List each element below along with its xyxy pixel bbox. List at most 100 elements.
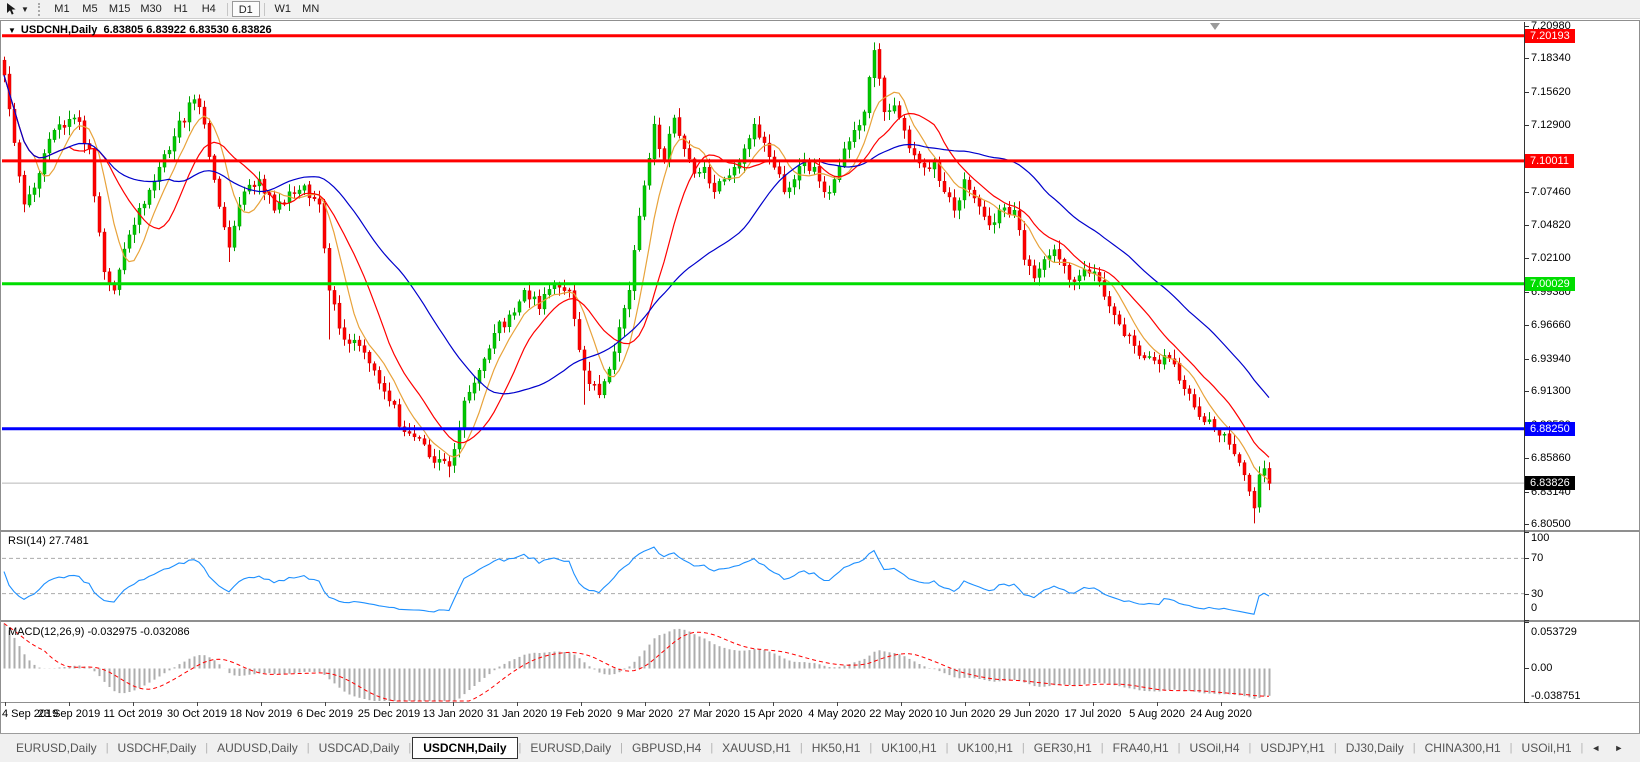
tab-scroll-left-icon[interactable]: ◄ — [1591, 743, 1601, 753]
timeframe-button-w1[interactable]: W1 — [274, 3, 291, 15]
chart-tab-15-dj30-daily[interactable]: DJ30,Daily — [1345, 741, 1404, 755]
tab-scroll-right-icon[interactable]: ► — [1614, 743, 1624, 753]
chart-tab-8-hk50-h1[interactable]: HK50,H1 — [811, 741, 861, 755]
macd-histogram — [3, 623, 1271, 701]
price-tick-label: 7.02100 — [1531, 252, 1571, 264]
price-tick-label: 7.12900 — [1531, 119, 1571, 131]
date-tick — [453, 702, 454, 706]
price-tick — [1524, 524, 1529, 525]
chart-tab-6-gbpusd-h4[interactable]: GBPUSD,H4 — [631, 741, 702, 755]
rsi-plot[interactable] — [2, 532, 1524, 620]
price-tick — [1524, 125, 1529, 126]
tab-separator: | — [1021, 742, 1025, 754]
date-label: 31 Jan 2020 — [486, 708, 548, 720]
toolbar-separator — [263, 2, 265, 16]
price-tick-label: 6.85860 — [1531, 452, 1571, 464]
price-tick-label: 7.07460 — [1531, 186, 1571, 198]
date-tick — [325, 702, 326, 706]
date-tick — [1221, 702, 1222, 706]
date-label: 23 Sep 2019 — [37, 708, 101, 720]
date-tick — [517, 702, 518, 706]
price-tick — [1524, 92, 1529, 93]
date-tick — [389, 702, 390, 706]
chart-ohlc-values: 6.83805 6.83922 6.83530 6.83826 — [103, 24, 272, 36]
chart-shift-marker — [1210, 23, 1220, 30]
chart-tab-7-xauusd-h1[interactable]: XAUUSD,H1 — [722, 741, 791, 755]
chart-tab-1-usdchf-daily[interactable]: USDCHF,Daily — [117, 741, 197, 755]
chart-tab-0-eurusd-daily[interactable]: EURUSD,Daily — [16, 741, 97, 755]
rsi-tick — [1524, 594, 1529, 595]
date-label: 25 Dec 2019 — [357, 708, 421, 720]
chart-menu-icon[interactable]: ▼ — [8, 26, 16, 35]
ma-line-34 — [3, 74, 1270, 398]
rsi-tick — [1524, 532, 1529, 533]
date-tick — [1157, 702, 1158, 706]
chart-tab-17-usoil-h1[interactable]: USOil,H1 — [1521, 741, 1572, 755]
date-label: 18 Nov 2019 — [229, 708, 293, 720]
ma-line-14 — [3, 74, 1270, 458]
date-tick — [965, 702, 966, 706]
date-label: 9 Mar 2020 — [617, 708, 673, 720]
pane-separator-rsi-macd[interactable] — [0, 620, 1640, 622]
macd-tick — [1524, 622, 1529, 623]
tab-separator: | — [945, 742, 949, 754]
date-tick — [581, 702, 582, 706]
chart-window-left-border — [0, 20, 1, 733]
price-tick-label: 6.91300 — [1531, 385, 1571, 397]
chart-tab-9-uk100-h1[interactable]: UK100,H1 — [881, 741, 937, 755]
macd-tick — [1524, 702, 1529, 703]
date-label: 13 Jan 2020 — [422, 708, 484, 720]
chart-tab-2-audusd-daily[interactable]: AUDUSD,Daily — [217, 741, 298, 755]
chart-tab-14-usdjpy-h1[interactable]: USDJPY,H1 — [1260, 741, 1325, 755]
tab-separator: | — [869, 742, 873, 754]
date-label: 29 Jun 2020 — [998, 708, 1060, 720]
timeframe-button-h4[interactable]: H4 — [201, 3, 216, 15]
macd-tick-label: 0.053729 — [1531, 626, 1577, 638]
tab-separator: | — [1177, 742, 1181, 754]
price-tick-label: 6.80500 — [1531, 518, 1571, 530]
chart-window-top-border — [0, 20, 1640, 21]
toolbar-grip — [37, 2, 42, 16]
timeframe-button-m30[interactable]: M30 — [140, 3, 162, 15]
price-tick — [1524, 258, 1529, 259]
date-tick — [645, 702, 646, 706]
timeframe-button-d1[interactable]: D1 — [231, 1, 260, 17]
main-chart-plot[interactable] — [2, 22, 1524, 530]
date-tick — [5, 702, 6, 706]
rsi-tick-label: 0 — [1531, 602, 1538, 614]
date-label: 19 Feb 2020 — [550, 708, 612, 720]
price-tick-label: 6.96660 — [1531, 319, 1571, 331]
rsi-tick-label: 70 — [1531, 552, 1544, 564]
chart-tab-16-china300-h1[interactable]: CHINA300,H1 — [1424, 741, 1501, 755]
price-tick — [1524, 492, 1529, 493]
chart-tab-12-fra40-h1[interactable]: FRA40,H1 — [1112, 741, 1169, 755]
timeframe-button-m15[interactable]: M15 — [108, 3, 131, 15]
rsi-tick — [1524, 558, 1529, 559]
macd-tick-label: 0.00 — [1531, 662, 1553, 674]
chart-tab-5-eurusd-daily[interactable]: EURUSD,Daily — [530, 741, 612, 755]
pane-separator-main-rsi[interactable] — [0, 530, 1640, 532]
price-tick — [1524, 225, 1529, 226]
rsi-label: RSI(14) 27.7481 — [8, 535, 89, 547]
timeframe-button-m1[interactable]: M1 — [54, 3, 70, 15]
chart-tab-11-ger30-h1[interactable]: GER30,H1 — [1033, 741, 1092, 755]
chart-tab-4-usdcnh-daily[interactable]: USDCNH,Daily — [412, 737, 518, 759]
macd-plot[interactable] — [2, 622, 1524, 702]
cursor-tool-button[interactable]: ▼ — [0, 0, 32, 18]
cursor-tool-dropdown-icon[interactable]: ▼ — [21, 4, 29, 14]
date-tick — [69, 702, 70, 706]
date-label: 30 Oct 2019 — [167, 708, 227, 720]
chart-tab-10-uk100-h1[interactable]: UK100,H1 — [957, 741, 1013, 755]
timeframe-button-mn[interactable]: MN — [302, 3, 320, 15]
timeframe-button-m5[interactable]: M5 — [82, 3, 98, 15]
chart-tab-3-usdcad-daily[interactable]: USDCAD,Daily — [318, 741, 400, 755]
timeframe-button-h1[interactable]: H1 — [173, 3, 188, 15]
date-label: 17 Jul 2020 — [1064, 708, 1122, 720]
tab-separator: | — [518, 742, 522, 754]
chart-tab-13-usoil-h4[interactable]: USOil,H4 — [1189, 741, 1240, 755]
price-tick — [1524, 391, 1529, 392]
tab-separator: | — [1333, 742, 1337, 754]
price-axis-line — [1524, 22, 1525, 702]
tab-separator: | — [306, 742, 310, 754]
date-tick — [901, 702, 902, 706]
